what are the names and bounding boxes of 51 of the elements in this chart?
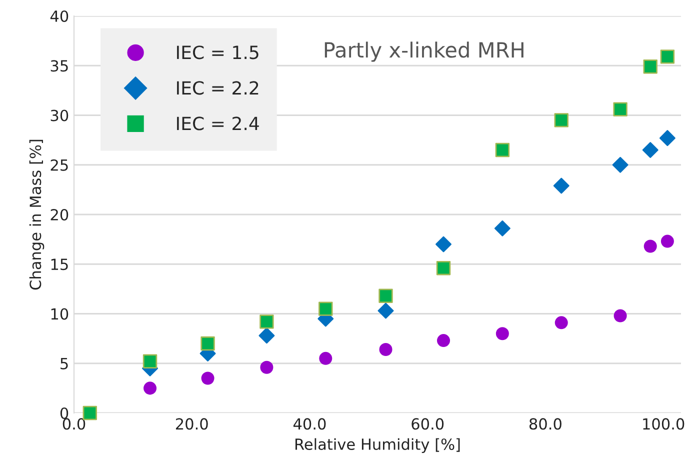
legend-label: IEC = 2.2	[177, 81, 258, 95]
point	[319, 352, 332, 365]
y-tick-label: 5	[60, 358, 68, 370]
point	[612, 156, 628, 173]
point	[201, 372, 214, 385]
y-tick-label: 0	[60, 407, 68, 420]
point	[437, 334, 450, 348]
point	[644, 240, 657, 253]
point	[436, 236, 452, 252]
x-tick-label: 100.0	[643, 418, 684, 430]
point	[660, 50, 675, 64]
y-tick-label: 40	[50, 10, 68, 22]
x-tick-label: 0.0	[62, 418, 86, 430]
x-axis-title: Relative Humidity [%]	[295, 438, 460, 453]
legend-label: IEC = 2.4	[177, 116, 259, 130]
point	[436, 260, 451, 276]
point	[554, 113, 568, 128]
point	[378, 302, 394, 319]
x-tick-label: 80.0	[529, 418, 562, 430]
point	[494, 220, 510, 236]
point	[144, 382, 157, 395]
point	[200, 336, 215, 351]
point	[553, 178, 570, 194]
point	[260, 314, 274, 329]
point	[496, 327, 509, 340]
point	[614, 309, 627, 322]
point	[495, 142, 510, 158]
x-tick-label: 60.0	[412, 418, 444, 430]
y-tick-label: 10	[51, 308, 68, 320]
point	[659, 130, 676, 146]
y-tick-label: 20	[50, 208, 68, 221]
point	[642, 142, 658, 158]
point	[660, 234, 674, 248]
y-tick-label: 35	[50, 60, 68, 72]
point	[643, 60, 658, 74]
point	[554, 316, 568, 330]
x-tick-label: 20.0	[176, 418, 208, 430]
y-tick-label: 15	[51, 258, 68, 270]
y-tick-label: 30	[50, 110, 68, 122]
point	[260, 360, 274, 374]
annotation: Partly x-linked MRH	[324, 42, 524, 62]
point	[318, 302, 333, 316]
legend-label: IEC = 1.5	[177, 46, 258, 60]
point	[613, 102, 628, 116]
point	[378, 288, 393, 303]
x-tick-label: 40.0	[293, 418, 326, 430]
y-tick-label: 25	[50, 159, 68, 171]
point	[142, 354, 158, 368]
point	[379, 342, 392, 356]
y-axis-title: Change in Mass [%]	[29, 140, 44, 290]
point	[258, 328, 275, 344]
